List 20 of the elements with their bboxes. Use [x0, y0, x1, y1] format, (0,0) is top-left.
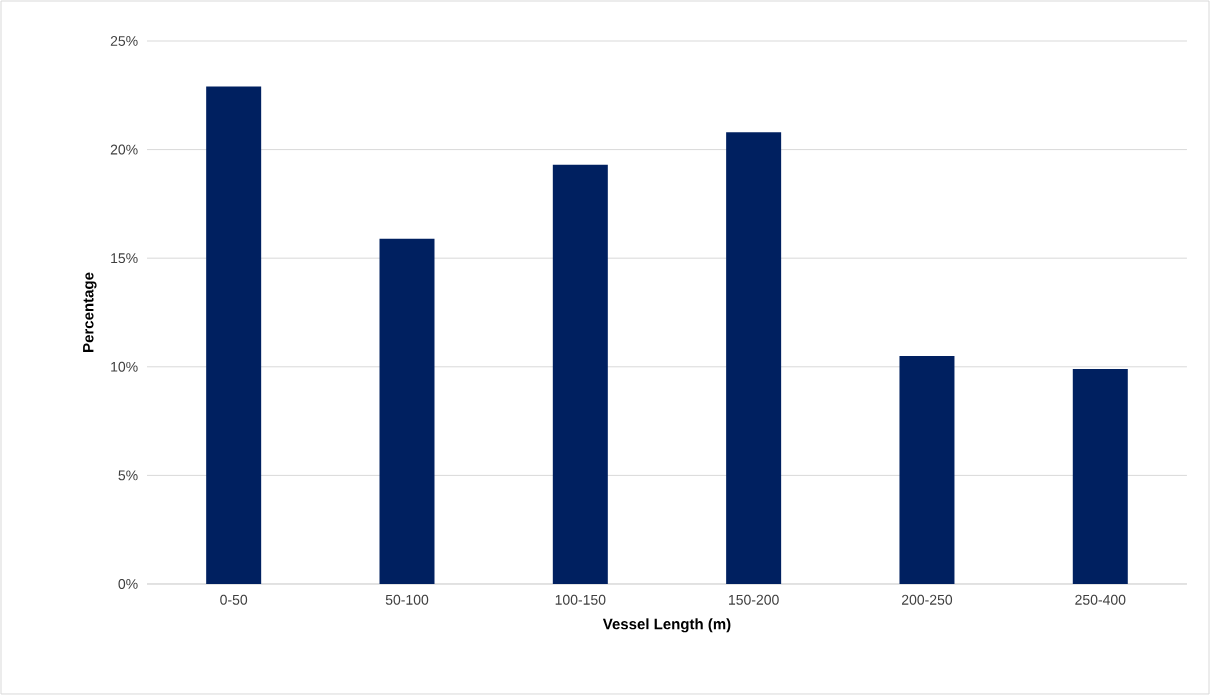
bar	[899, 355, 955, 584]
x-axis-title: Vessel Length (m)	[602, 618, 731, 633]
x-tick-label: 50-100	[385, 594, 429, 605]
x-tick-label: 0-50	[220, 594, 248, 605]
x-tick-label: 250-400	[1075, 594, 1126, 605]
y-tick-label: 0%	[118, 579, 138, 589]
bar	[379, 238, 435, 584]
y-axis-title: Percentage	[83, 272, 97, 352]
bar	[1072, 368, 1128, 584]
y-tick-label: 15%	[111, 253, 138, 264]
y-tick-label: 25%	[110, 36, 138, 46]
x-tick-label: 200-250	[901, 594, 953, 605]
y-tick-label: 5%	[118, 470, 138, 481]
bar	[206, 86, 262, 584]
y-tick-label: 10%	[111, 361, 138, 372]
bar	[726, 132, 782, 584]
x-tick-label: 100-150	[555, 594, 606, 605]
y-tick-label: 20%	[110, 144, 138, 155]
bar	[552, 164, 608, 584]
x-tick-label: 150-200	[729, 594, 779, 605]
